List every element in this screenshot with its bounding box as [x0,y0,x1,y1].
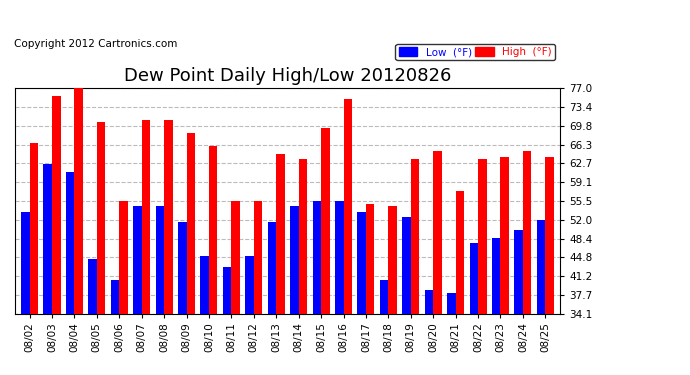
Bar [30,144,38,375]
Bar [97,123,106,375]
Bar [523,152,531,375]
Bar [223,267,231,375]
Bar [313,201,321,375]
Bar [537,220,545,375]
Title: Dew Point Daily High/Low 20120826: Dew Point Daily High/Low 20120826 [124,68,451,86]
Bar [186,133,195,375]
Bar [478,159,486,375]
Bar [119,201,128,375]
Bar [111,280,119,375]
Bar [433,152,442,375]
Legend: Low  (°F), High  (°F): Low (°F), High (°F) [395,44,555,60]
Bar [52,96,61,375]
Bar [545,157,554,375]
Bar [447,293,455,375]
Bar [380,280,388,375]
Bar [21,212,30,375]
Text: Copyright 2012 Cartronics.com: Copyright 2012 Cartronics.com [14,39,177,50]
Bar [290,207,299,375]
Bar [178,222,186,375]
Bar [299,159,307,375]
Bar [335,201,344,375]
Bar [357,212,366,375]
Bar [388,207,397,375]
Bar [411,159,420,375]
Bar [254,201,262,375]
Bar [455,191,464,375]
Bar [402,217,411,375]
Bar [88,259,97,375]
Bar [201,256,209,375]
Bar [75,88,83,375]
Bar [43,165,52,375]
Bar [133,207,141,375]
Bar [246,256,254,375]
Bar [321,128,330,375]
Bar [66,172,75,375]
Bar [156,207,164,375]
Bar [164,120,172,375]
Bar [492,238,500,375]
Bar [425,291,433,375]
Bar [470,243,478,375]
Bar [344,99,352,375]
Bar [276,154,285,375]
Bar [231,201,240,375]
Bar [209,146,217,375]
Bar [500,157,509,375]
Bar [268,222,276,375]
Bar [141,120,150,375]
Bar [366,204,375,375]
Bar [515,230,523,375]
